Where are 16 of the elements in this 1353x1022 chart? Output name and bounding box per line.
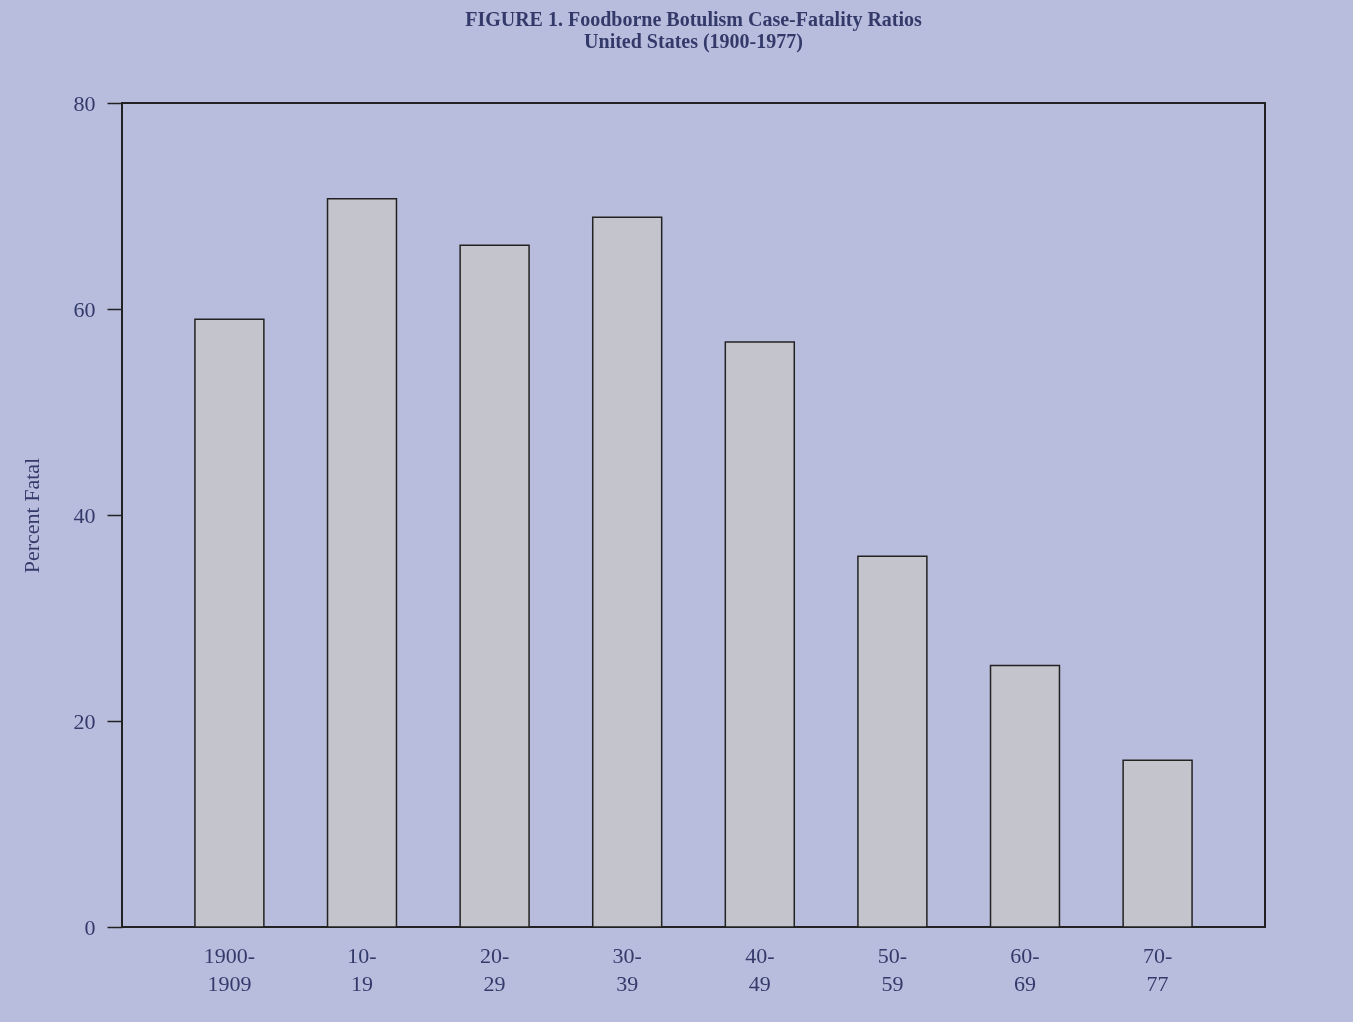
y-axis-title: Percent Fatal — [18, 457, 44, 574]
chart-subtitle: United States (1900-1977) — [584, 30, 803, 53]
y-tick-label: 40 — [73, 502, 96, 528]
x-tick-label: 50- 59 — [877, 942, 908, 996]
y-tick-label: 80 — [73, 90, 96, 116]
x-tick-label: 20- 29 — [479, 942, 510, 996]
x-tick-label: 60- 69 — [1010, 942, 1040, 996]
x-tick-label: 40- 49 — [745, 942, 775, 996]
x-tick-label: 1900- 1909 — [203, 942, 256, 996]
chart-title: FIGURE 1. Foodborne Botulism Case-Fatality Ratios — [465, 8, 923, 31]
y-tick-label: 0 — [84, 914, 96, 940]
x-tick-label: 70- 77 — [1142, 942, 1173, 996]
y-tick-label: 60 — [73, 296, 96, 322]
y-tick-label: 20 — [73, 708, 96, 734]
x-tick-label: 30- 39 — [612, 942, 642, 996]
x-tick-label: 10- 19 — [347, 942, 377, 996]
